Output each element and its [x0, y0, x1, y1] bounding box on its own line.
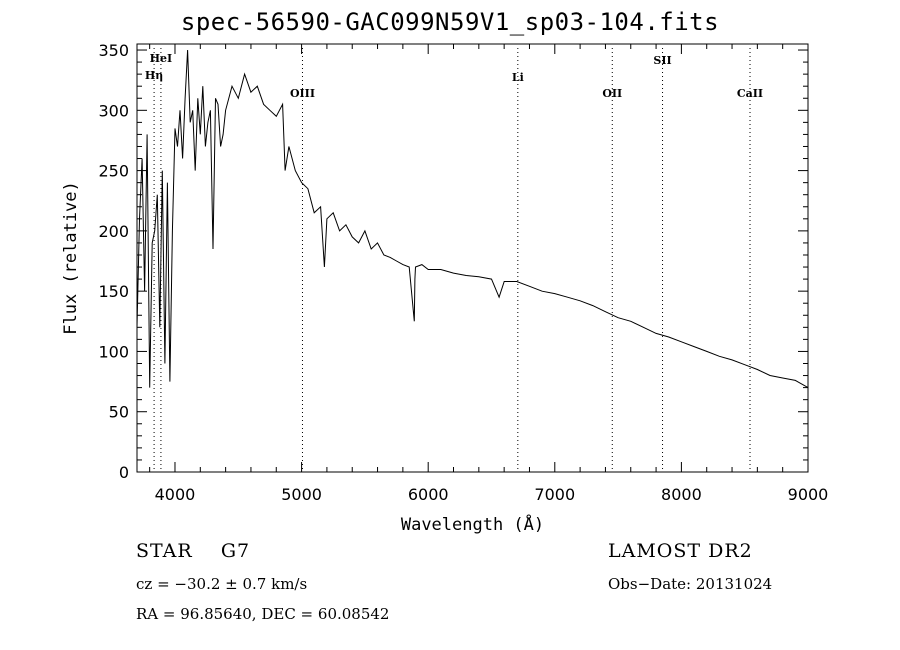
- x-tick-label: 5000: [281, 485, 322, 504]
- line-label: OIII: [290, 87, 315, 100]
- y-tick-label: 250: [98, 162, 129, 181]
- chart-title: spec-56590-GAC099N59V1_sp03-104.fits: [180, 8, 720, 36]
- line-label: SII: [653, 54, 671, 67]
- subclass-label: G7: [220, 540, 251, 562]
- y-tick-label: 50: [109, 403, 129, 422]
- line-label: Hη: [145, 69, 163, 82]
- line-label: OII: [602, 87, 622, 100]
- spectrum-line: [136, 49, 809, 389]
- x-tick-label: 8000: [661, 485, 702, 504]
- line-label: Li: [512, 71, 524, 84]
- y-tick-label: 300: [98, 101, 129, 120]
- plot-frame: [136, 43, 809, 473]
- object-class: STAR G7: [136, 540, 250, 562]
- y-tick-label: 100: [98, 342, 129, 361]
- y-axis-label: Flux (relative): [61, 181, 81, 335]
- survey-label: LAMOST DR2: [608, 540, 753, 562]
- line-label: CaII: [737, 87, 763, 100]
- y-tick-label: 0: [119, 463, 129, 482]
- x-tick-label: 9000: [788, 485, 829, 504]
- redshift-label: cz = −30.2 ± 0.7 km/s: [136, 575, 308, 593]
- x-tick-label: 6000: [408, 485, 449, 504]
- x-tick-label: 4000: [155, 485, 196, 504]
- y-tick-label: 350: [98, 41, 129, 60]
- x-axis-label: Wavelength (Å): [401, 513, 544, 535]
- coordinates-label: RA = 96.85640, DEC = 60.08542: [136, 605, 390, 623]
- class-label: STAR: [136, 540, 193, 562]
- y-tick-label: 150: [98, 282, 129, 301]
- y-tick-label: 200: [98, 222, 129, 241]
- x-tick-label: 7000: [534, 485, 575, 504]
- obs-date-label: Obs−Date: 20131024: [608, 575, 773, 593]
- line-label: HeI: [150, 52, 173, 65]
